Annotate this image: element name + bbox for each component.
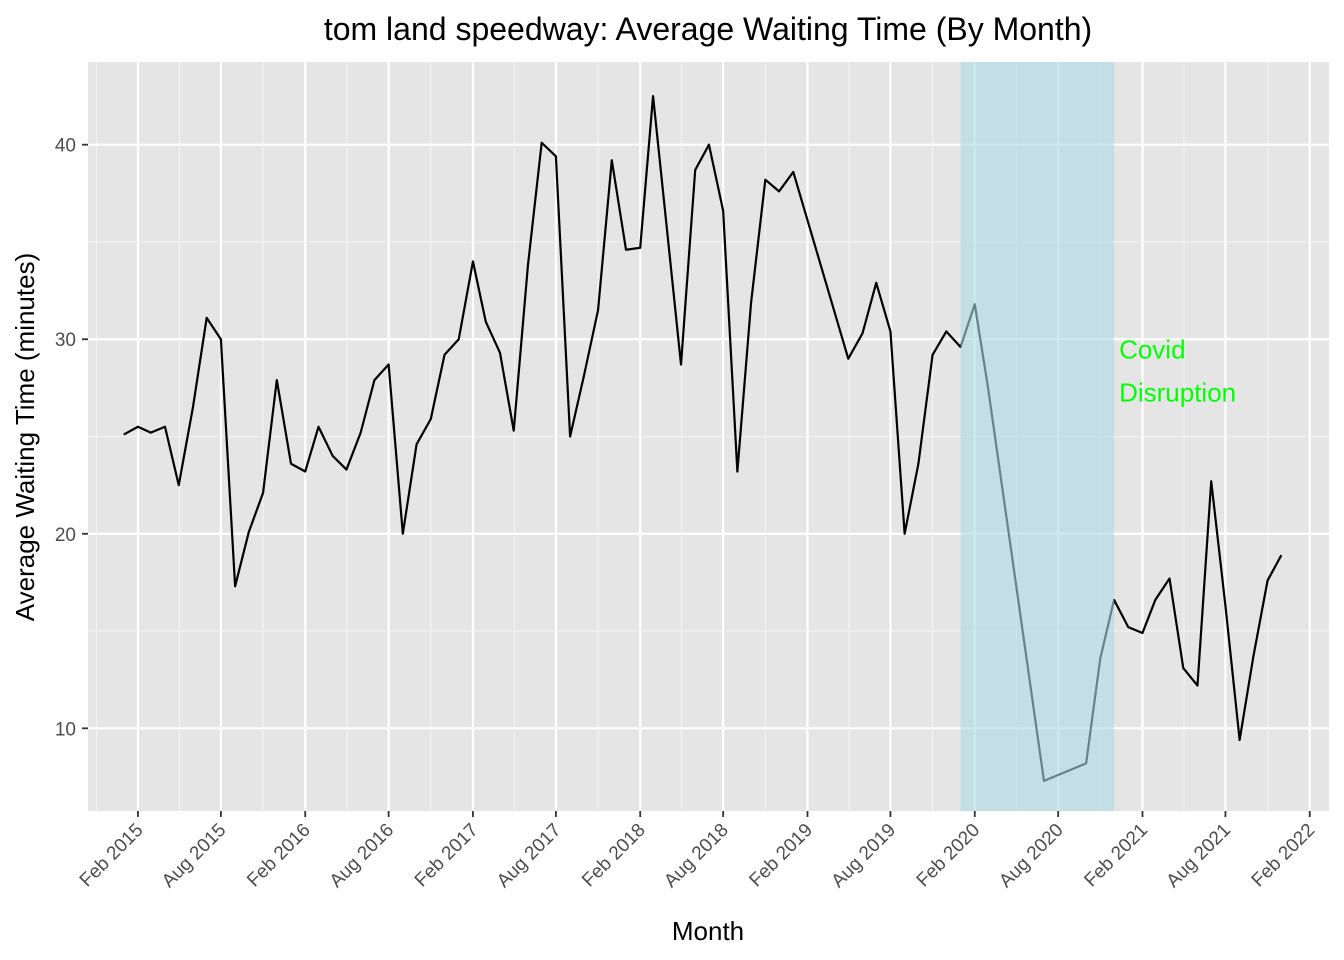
x-axis-title: Month — [672, 916, 744, 946]
x-tick-label: Aug 2019 — [828, 820, 900, 892]
x-tick-label: Feb 2018 — [578, 820, 650, 892]
x-tick-label: Feb 2016 — [243, 820, 315, 892]
x-tick-label: Aug 2020 — [995, 820, 1067, 892]
x-tick-label: Feb 2015 — [76, 820, 148, 892]
y-axis-title: Average Waiting Time (minutes) — [10, 253, 40, 621]
x-tick-label: Aug 2021 — [1163, 820, 1235, 892]
covid-annotation-label: Disruption — [1119, 378, 1236, 408]
annotation-layer: Covid Disruption — [1119, 335, 1236, 408]
y-tick-label: 40 — [55, 136, 76, 157]
y-tick-label: 20 — [55, 525, 76, 546]
x-tick-label: Aug 2018 — [660, 820, 732, 892]
x-tick-label: Aug 2015 — [158, 820, 230, 892]
x-tick-label: Aug 2017 — [493, 820, 565, 892]
chart-title: tom land speedway: Average Waiting Time … — [324, 11, 1092, 47]
y-tick-label: 30 — [55, 330, 76, 351]
y-axis-ticks: 10 20 30 40 — [55, 136, 88, 740]
covid-band — [960, 62, 1115, 811]
covid-annotation-label: Covid — [1119, 335, 1185, 365]
x-tick-label: Aug 2016 — [326, 820, 398, 892]
x-axis-ticks: Feb 2015 Aug 2015 Feb 2016 Aug 2016 Feb 2017… — [76, 811, 1319, 892]
y-tick-label: 10 — [55, 719, 76, 740]
x-tick-label: Feb 2021 — [1080, 820, 1152, 892]
x-tick-label: Feb 2017 — [411, 820, 483, 892]
x-tick-label: Feb 2020 — [913, 820, 985, 892]
covid-band-layer — [960, 62, 1115, 811]
x-tick-label: Feb 2019 — [745, 820, 817, 892]
x-tick-label: Feb 2022 — [1248, 820, 1320, 892]
